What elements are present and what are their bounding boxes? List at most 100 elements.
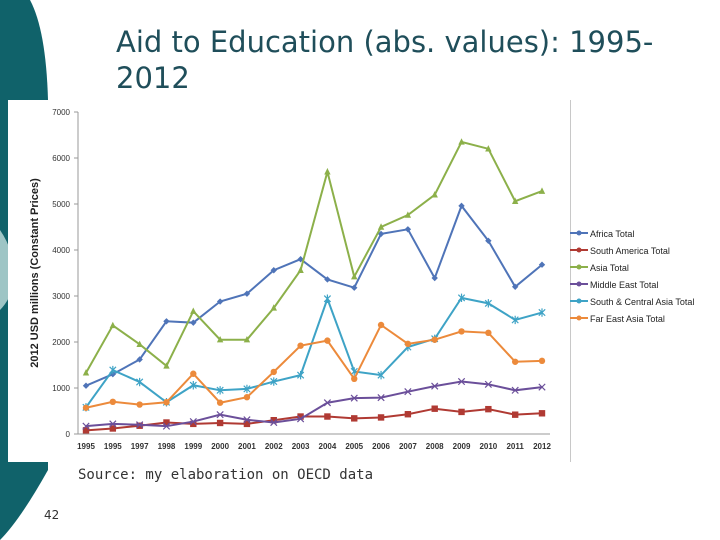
data-point <box>511 386 519 394</box>
data-point <box>216 419 224 427</box>
data-point <box>431 405 438 412</box>
data-point <box>190 420 197 428</box>
data-point <box>270 304 277 311</box>
data-point <box>82 404 90 411</box>
x-tick-label: 2011 <box>506 442 524 451</box>
data-point <box>82 382 90 389</box>
data-point <box>243 416 251 424</box>
data-point <box>485 405 492 413</box>
slide-title: Aid to Education (abs. values): 1995-201… <box>116 25 654 95</box>
y-axis-label: 2012 USD millions (Constant Prices) <box>29 178 41 368</box>
data-point <box>431 191 438 198</box>
legend-item: Africa Total <box>570 226 720 243</box>
data-point <box>297 413 304 420</box>
x-tick-label: 2003 <box>292 442 310 451</box>
data-point <box>324 337 331 344</box>
data-point <box>404 388 412 396</box>
data-point <box>431 382 439 390</box>
data-point <box>538 357 546 365</box>
data-point <box>324 413 331 420</box>
data-point <box>216 386 224 395</box>
data-point <box>458 408 465 416</box>
x-tick-label: 2007 <box>399 442 417 451</box>
x-tick-label: 1997 <box>131 442 149 451</box>
data-point <box>216 298 224 305</box>
x-tick-label: 2005 <box>345 442 363 451</box>
data-point <box>109 365 117 375</box>
data-point <box>189 417 197 426</box>
data-point <box>243 420 251 428</box>
data-point <box>538 261 546 268</box>
data-point <box>323 294 332 303</box>
x-tick-label: 2012 <box>533 442 551 451</box>
data-point <box>457 377 466 386</box>
data-point <box>404 211 412 218</box>
series-line-2 <box>85 140 543 374</box>
legend-label: Africa Total <box>590 229 635 239</box>
data-point <box>216 336 224 343</box>
y-tick-label: 2000 <box>52 338 70 347</box>
data-point <box>351 375 358 382</box>
series-line-4 <box>85 295 543 408</box>
data-point <box>243 336 251 343</box>
x-tick-label: 2004 <box>319 442 337 451</box>
legend-swatch <box>570 281 588 287</box>
data-point <box>82 422 90 430</box>
source-note: Source: my elaboration on OECD data <box>78 467 374 483</box>
data-point <box>377 223 385 230</box>
data-point <box>458 138 465 145</box>
data-point <box>189 381 197 390</box>
data-point <box>511 358 519 365</box>
data-point <box>162 422 171 430</box>
data-point <box>458 328 465 335</box>
data-point <box>297 266 304 273</box>
data-point <box>323 399 332 407</box>
legend-item: Asia Total <box>570 260 720 277</box>
data-point <box>351 272 358 280</box>
data-point <box>297 342 304 349</box>
data-point <box>457 293 466 303</box>
legend-swatch <box>570 315 588 321</box>
y-tick-label: 0 <box>66 430 71 439</box>
data-point <box>351 415 358 422</box>
data-point <box>351 284 358 291</box>
data-point <box>350 394 358 402</box>
data-point <box>324 168 331 175</box>
data-point <box>538 308 546 317</box>
data-point <box>485 329 492 336</box>
y-tick-label: 4000 <box>52 246 70 255</box>
data-point <box>243 384 251 394</box>
data-point <box>404 340 412 348</box>
legend-swatch <box>570 247 588 253</box>
data-point <box>163 399 170 406</box>
data-point <box>324 276 331 283</box>
data-point <box>404 411 412 418</box>
data-point <box>136 356 143 363</box>
x-tick-label: 2000 <box>211 442 229 451</box>
data-point <box>270 418 278 427</box>
data-point <box>136 377 144 387</box>
x-tick-label: 2010 <box>479 442 497 451</box>
x-tick-label: 1999 <box>184 442 202 451</box>
legend-item: South America Total <box>570 243 720 260</box>
legend-swatch <box>570 264 588 270</box>
data-point <box>163 419 170 426</box>
data-point <box>82 369 90 376</box>
data-point <box>484 380 492 388</box>
legend-item: South & Central Asia Total <box>570 294 720 311</box>
data-point <box>377 321 385 329</box>
series-line-5 <box>85 323 543 409</box>
data-point <box>484 299 492 308</box>
data-point <box>270 417 277 424</box>
data-point <box>243 394 251 401</box>
data-point <box>243 290 251 297</box>
x-tick-label: 2002 <box>265 442 283 451</box>
data-point <box>109 321 117 329</box>
series-line-1 <box>85 407 543 432</box>
data-point <box>109 420 117 428</box>
x-tick-label: 2006 <box>372 442 390 451</box>
data-point <box>190 307 197 314</box>
data-point <box>82 427 90 434</box>
data-point <box>296 415 305 423</box>
data-point <box>377 414 385 421</box>
